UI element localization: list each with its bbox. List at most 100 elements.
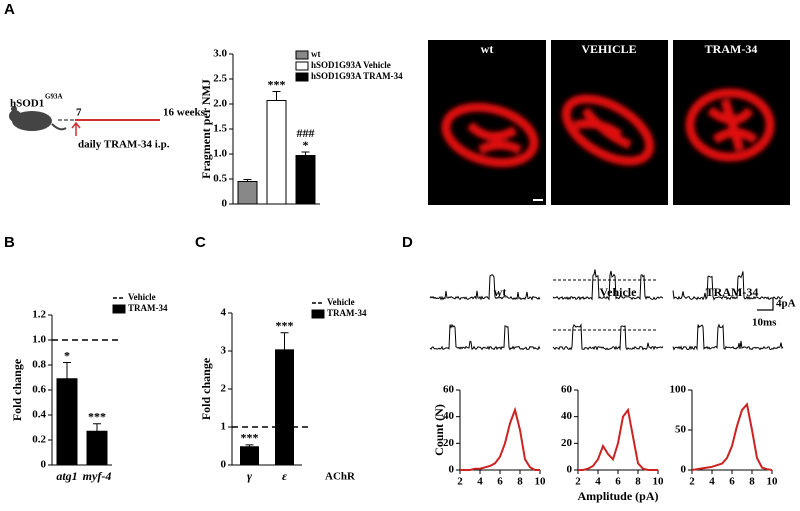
y-tick-label: 0	[221, 459, 227, 471]
y-tick-label: 0	[449, 464, 455, 476]
x-tick-label: 10	[767, 476, 779, 488]
trace	[672, 323, 784, 351]
panel-label: C	[195, 234, 206, 251]
y-tick-label: 20	[561, 437, 573, 449]
y-axis-label: Count (N)	[432, 404, 446, 456]
chart-title: Vehicle	[600, 285, 638, 299]
image-title: TRAM-34	[705, 42, 758, 56]
x-tick-label: 2	[575, 476, 581, 488]
y-axis-label: Fold change	[10, 358, 24, 421]
x-tick-label: 2	[689, 476, 695, 488]
significance-label: ***	[268, 77, 286, 91]
y-tick-label: 100	[670, 384, 687, 396]
legend-label: wt	[311, 49, 321, 59]
y-tick-label: 2	[221, 383, 227, 395]
x-tick-label: myf-4	[83, 469, 112, 483]
x-tick-label: 2	[457, 476, 463, 488]
x-tick-label: ε	[282, 469, 287, 483]
legend-label: hSOD1G93A Vehicle	[311, 60, 391, 70]
chart-title: wt	[494, 285, 507, 299]
y-axis-label: Fold change	[199, 357, 213, 420]
scale-time: 10ms	[752, 317, 777, 329]
nmj-stain	[441, 88, 775, 168]
legend-label: TRAM-34	[128, 303, 168, 313]
significance-label: ***	[88, 410, 106, 424]
strain-label: hSOD1	[10, 98, 44, 110]
x-tick-label: 6	[615, 476, 621, 488]
y-tick-label: 0.4	[32, 409, 46, 421]
trace	[552, 323, 664, 351]
chart-title: TRAM-34	[706, 285, 759, 299]
x-tick-label: 8	[749, 476, 755, 488]
trace	[429, 323, 541, 351]
histogram-line	[460, 406, 540, 471]
y-tick-label: 0	[567, 464, 573, 476]
bar	[86, 430, 108, 466]
trace	[429, 274, 541, 301]
x-tick-label: 10	[535, 476, 547, 488]
significance-label: ###	[297, 126, 315, 140]
significance-label: *	[64, 348, 70, 362]
y-tick-label: 0	[681, 464, 687, 476]
x-tick-label: 4	[595, 476, 601, 488]
strain-superscript: G93A	[45, 93, 63, 101]
y-tick-label: 1.0	[32, 334, 46, 346]
significance-label: ***	[276, 319, 294, 333]
y-tick-label: 0.8	[32, 359, 46, 371]
y-tick-label: 50	[675, 424, 687, 436]
legend-label: hSOD1G93A TRAM-34	[311, 71, 403, 81]
y-tick-label: 1.0	[213, 148, 227, 160]
y-tick-label: 3.0	[213, 48, 227, 60]
trace	[672, 271, 784, 301]
x-axis-label: AChR	[325, 471, 356, 483]
x-tick-label: 8	[635, 476, 641, 488]
y-tick-label: 2.5	[213, 73, 227, 85]
x-tick-label: γ	[247, 469, 252, 483]
y-tick-label: 0	[222, 198, 228, 210]
current-traces	[429, 269, 784, 351]
legend-label: TRAM-34	[327, 308, 367, 318]
bar	[275, 349, 294, 466]
scale-current: 4pA	[776, 298, 796, 310]
legend-swatch	[311, 309, 325, 319]
y-tick-label: 20	[443, 437, 455, 449]
legend-swatch	[295, 72, 309, 82]
start-label: 7	[76, 107, 82, 119]
x-tick-label: 6	[497, 476, 503, 488]
y-tick-label: 0	[41, 459, 47, 471]
treatment-label: daily TRAM-34 i.p.	[78, 139, 170, 151]
x-tick-label: 4	[709, 476, 715, 488]
bar	[266, 100, 287, 205]
y-tick-label: 1.2	[32, 309, 46, 321]
significance-label: *	[303, 138, 309, 152]
y-tick-label: 40	[443, 410, 455, 422]
image-title: wt	[481, 42, 494, 56]
histogram-line	[691, 402, 773, 471]
legend-swatch	[295, 61, 309, 71]
y-axis-label: Fragment per NMJ	[199, 79, 213, 179]
legend-label: Vehicle	[128, 292, 156, 302]
panel-label: D	[402, 234, 413, 251]
y-tick-label: 1.5	[213, 123, 227, 135]
panel-label: B	[4, 234, 15, 251]
image-panels	[428, 40, 790, 205]
legend-swatch	[295, 50, 309, 60]
y-tick-label: 2.0	[213, 98, 227, 110]
bar	[56, 378, 78, 466]
mouse-icon	[9, 106, 67, 131]
y-tick-label: 60	[443, 384, 455, 396]
x-tick-label: 10	[653, 476, 665, 488]
y-tick-label: 1	[221, 421, 227, 433]
arrow	[71, 121, 81, 136]
bar	[237, 181, 258, 205]
legend-swatch	[112, 304, 126, 314]
x-axis-label: Amplitude (pA)	[577, 489, 658, 503]
histogram-line	[578, 407, 658, 471]
trace-scale-bar	[757, 298, 774, 311]
y-tick-label: 0.6	[32, 384, 46, 396]
end-label: 16 weeks	[163, 107, 206, 119]
y-tick-label: 3	[221, 345, 227, 357]
panel-label: A	[4, 1, 15, 18]
